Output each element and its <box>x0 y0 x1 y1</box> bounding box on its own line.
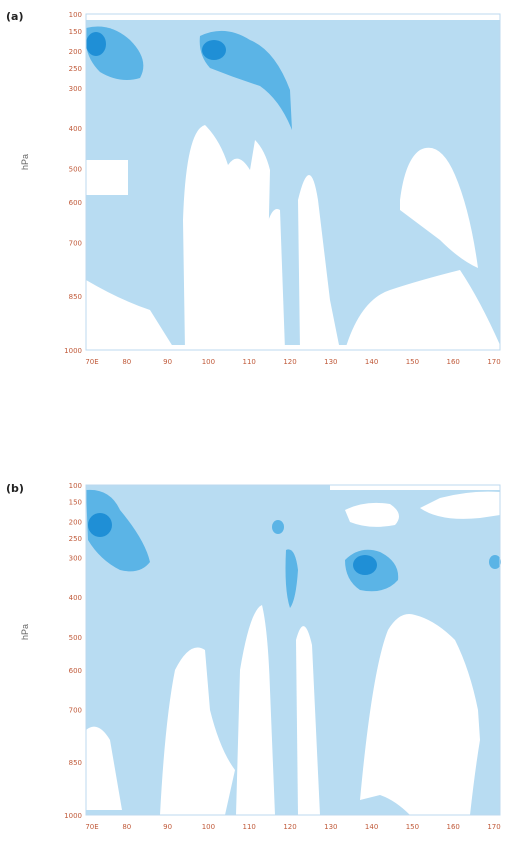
y-tick-label: 250 <box>69 65 82 73</box>
shade-region-dark-a1 <box>86 32 106 56</box>
white-region-b7 <box>296 626 320 815</box>
x-tick-label: 100 <box>202 358 215 366</box>
x-tick-label: 140 <box>365 358 378 366</box>
x-tick-label: 100 <box>202 823 215 831</box>
x-tick-label: 80 <box>122 358 131 366</box>
white-region-b3 <box>330 485 500 490</box>
y-tick-label: 600 <box>69 199 82 207</box>
white-region-a8 <box>86 14 500 20</box>
contour-panel-a: (a) hPa 100 150 200 250 300 400 500 600 700 850 10… <box>0 0 509 400</box>
y-tick-label: 600 <box>69 667 82 675</box>
contour-panel-b: (b) hPa 100 150 200 250 300 400 500 600 700 850 10… <box>0 470 509 845</box>
x-tick-label: 170 <box>487 823 500 831</box>
x-tick-label: 140 <box>365 823 378 831</box>
white-region-a2 <box>86 160 128 195</box>
x-tick-label: 130 <box>324 823 337 831</box>
shade-region-medium-b3 <box>285 549 298 608</box>
y-tick-label: 200 <box>69 518 82 526</box>
plot-frame-b <box>85 484 501 816</box>
white-region-a7 <box>400 147 478 268</box>
y-tick-label: 100 <box>69 482 82 490</box>
contour-plot-b: 100 150 200 250 300 400 500 600 700 850 1000 70E 80… <box>64 482 501 831</box>
y-tick-labels-b: 100 150 200 250 300 400 500 600 700 850 1000 <box>64 482 82 820</box>
y-tick-label: 150 <box>69 499 82 507</box>
x-tick-label: 90 <box>163 823 172 831</box>
x-tick-label: 160 <box>447 358 460 366</box>
y-tick-label: 400 <box>69 125 82 133</box>
shade-region-dark-a2 <box>202 40 226 60</box>
shade-region-medium-b1 <box>86 489 150 572</box>
x-tick-labels-a: 70E 80 90 100 110 120 130 140 150 160 170 <box>85 358 500 366</box>
x-tick-label: 70E <box>85 823 98 831</box>
white-region-b6 <box>236 605 275 815</box>
white-region-b2 <box>345 502 399 527</box>
y-tick-label: 850 <box>69 759 82 767</box>
y-tick-label: 700 <box>69 239 82 247</box>
x-tick-label: 120 <box>283 358 296 366</box>
x-tick-label: 170 <box>487 358 500 366</box>
x-tick-label: 160 <box>447 823 460 831</box>
x-tick-label: 110 <box>243 823 256 831</box>
x-tick-label: 70E <box>85 358 98 366</box>
x-tick-label: 110 <box>243 358 256 366</box>
x-tick-label: 120 <box>283 823 296 831</box>
y-tick-label: 150 <box>69 28 82 36</box>
x-tick-label: 90 <box>163 358 172 366</box>
y-tick-label: 1000 <box>64 812 82 820</box>
y-tick-label: 250 <box>69 535 82 543</box>
y-tick-label: 200 <box>69 48 82 56</box>
shade-region-dark-b1 <box>88 513 112 537</box>
y-tick-label: 400 <box>69 594 82 602</box>
y-tick-label: 1000 <box>64 347 82 355</box>
shade-region-medium-b5 <box>489 555 501 569</box>
x-tick-label: 150 <box>406 358 419 366</box>
x-tick-label: 80 <box>122 823 131 831</box>
y-tick-label: 850 <box>69 293 82 301</box>
y-tick-label: 500 <box>69 166 82 174</box>
x-tick-labels-b: 70E 80 90 100 110 120 130 140 150 160 170 <box>85 823 500 831</box>
shade-region-dark-b2 <box>353 555 377 575</box>
panel-label-b: (b) <box>6 482 24 495</box>
shade-region-medium-b4 <box>272 520 284 534</box>
y-tick-label: 500 <box>69 634 82 642</box>
contour-plot-a: 100 150 200 250 300 400 500 600 700 850 1000 70E 80… <box>64 11 501 366</box>
y-tick-label: 300 <box>69 555 82 563</box>
white-region-a1 <box>86 280 175 350</box>
white-region-b8 <box>360 614 480 815</box>
white-region-b1 <box>86 485 500 519</box>
x-tick-label: 150 <box>406 823 419 831</box>
panel-label-a: (a) <box>6 10 24 23</box>
y-tick-label: 300 <box>69 85 82 93</box>
white-region-b5 <box>160 647 235 815</box>
plot-frame-a <box>85 13 501 351</box>
y-tick-label: 100 <box>69 11 82 19</box>
white-region-a5 <box>298 175 340 350</box>
x-tick-label: 130 <box>324 358 337 366</box>
y-tick-label: 700 <box>69 706 82 714</box>
y-tick-labels-a: 100 150 200 250 300 400 500 600 700 850 1000 <box>64 11 82 355</box>
white-region-a4 <box>258 209 285 350</box>
white-region-a3 <box>183 125 270 350</box>
white-region-b4 <box>86 726 122 810</box>
white-region-a6 <box>345 270 500 350</box>
